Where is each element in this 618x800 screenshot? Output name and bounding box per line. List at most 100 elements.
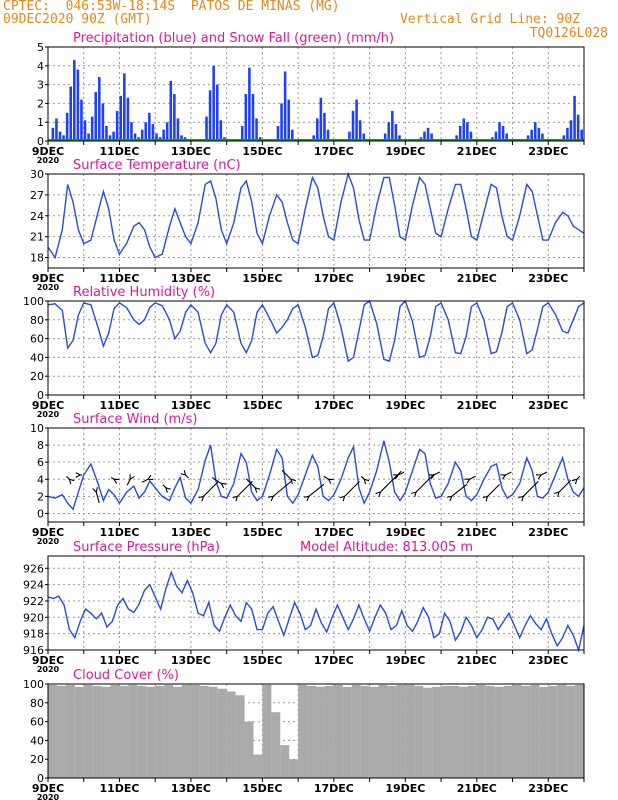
cloud-bar	[342, 686, 352, 778]
pressure-year-label: 2020	[37, 665, 60, 674]
precip-bar	[362, 133, 366, 141]
cloud-bar	[56, 685, 66, 778]
wind-arrow-shaft	[203, 480, 219, 497]
cloud-frame	[47, 683, 585, 779]
cloud-bar	[271, 712, 281, 778]
precip-year-label: 2020	[37, 156, 60, 165]
precip-bar	[112, 131, 115, 141]
pressure-ytick-label: 916	[23, 644, 44, 657]
wind-arrow-head	[254, 487, 261, 493]
wind-arrow	[360, 475, 370, 485]
cloud-bar	[128, 684, 138, 778]
wind-panel	[45, 427, 585, 526]
cloud-panel	[45, 683, 585, 782]
humidity-xtick-label: 15DEC	[242, 399, 282, 412]
precip-bar	[62, 135, 65, 141]
wind-arrow-shaft	[415, 473, 435, 493]
cloud-bar	[110, 684, 120, 778]
wind-arrow	[281, 469, 296, 485]
cloud-bar	[503, 685, 513, 778]
humidity-xtick-label: 9DEC	[32, 399, 64, 412]
cloud-bar	[494, 686, 504, 778]
wind-arrow-head	[536, 474, 543, 480]
wind-arrow	[92, 487, 100, 504]
wind-title: Surface Wind (m/s)	[73, 412, 197, 427]
temperature-series-line	[47, 171, 585, 260]
pressure-xtick-label: 13DEC	[171, 654, 211, 667]
cloud-bar	[182, 684, 191, 778]
precip-bar	[290, 129, 294, 141]
temperature-ytick-label: 18	[30, 252, 44, 265]
cloud-bar	[441, 685, 450, 778]
cloud-bar	[575, 684, 584, 778]
precip-bar	[151, 124, 155, 141]
precip-bar	[430, 133, 433, 141]
precip-bar	[455, 135, 458, 141]
precip-bar	[65, 112, 69, 141]
cloud-bar	[101, 686, 111, 778]
wind-xtick-label: 23DEC	[528, 526, 568, 539]
cloud-bar	[307, 685, 316, 778]
precip-bar	[83, 120, 87, 141]
precip-bar	[169, 80, 173, 141]
precip-bar	[494, 131, 498, 141]
cloud-bar	[289, 759, 299, 778]
cloud-bar	[83, 684, 93, 778]
cloud-bar	[360, 685, 370, 778]
temperature-xtick-label: 9DEC	[32, 272, 64, 285]
wind-arrow	[212, 477, 227, 489]
wind-xtick-label: 19DEC	[385, 526, 425, 539]
precip-bar	[383, 133, 387, 141]
precip-bar	[173, 94, 176, 141]
pressure-title: Surface Pressure (hPa)	[73, 540, 220, 555]
wind-arrow-head	[220, 482, 227, 489]
precip-bar	[123, 73, 126, 141]
cloud-ytick-label: 20	[30, 753, 44, 766]
precip-bar	[394, 124, 398, 141]
cloud-bar	[298, 684, 308, 778]
wind-arrow	[268, 480, 292, 502]
wind-arrow-head	[290, 478, 296, 485]
precip-bar	[80, 99, 83, 141]
wind-arrow	[323, 475, 334, 484]
precip-bar	[387, 122, 391, 141]
humidity-xtick-label: 21DEC	[457, 399, 497, 412]
precip-xtick-label: 15DEC	[242, 145, 282, 158]
cloud-bar	[450, 685, 459, 778]
precip-ytick-label: 1	[37, 116, 44, 129]
cloud-bar	[208, 686, 218, 778]
cloud-bar	[146, 686, 156, 778]
pressure-xtick-label: 17DEC	[314, 654, 354, 667]
wind-arrow-shaft	[451, 483, 468, 497]
precip-ytick-label: 3	[37, 79, 44, 92]
precip-bar	[130, 122, 133, 141]
precip-bar	[398, 135, 401, 141]
wind-ytick-label: 0	[37, 507, 44, 520]
wind-xtick-label: 11DEC	[99, 526, 139, 539]
precip-bar	[119, 95, 123, 141]
precip-bar	[144, 122, 148, 141]
temperature-xtick-label: 15DEC	[242, 272, 282, 285]
precip-panel	[45, 46, 585, 145]
cloud-bar	[190, 684, 200, 778]
precip-bar	[180, 135, 183, 141]
precip-bar	[316, 118, 319, 141]
precip-bar	[537, 127, 541, 141]
humidity-ytick-label: 20	[30, 370, 44, 383]
precip-bar	[90, 116, 94, 141]
humidity-year-label: 2020	[37, 410, 60, 419]
precip-title: Precipitation (blue) and Snow Fall (gree…	[73, 31, 394, 46]
cloud-xtick-label: 19DEC	[385, 782, 425, 795]
wind-arrow	[339, 480, 360, 502]
wind-arrow	[554, 479, 572, 498]
wind-arrow-head	[68, 478, 75, 485]
wind-arrow	[464, 475, 476, 484]
wind-arrow	[536, 471, 548, 480]
precip-bar	[348, 131, 351, 141]
precip-bar	[498, 122, 501, 141]
precip-ytick-label: 4	[37, 60, 44, 73]
wind-xtick-label: 9DEC	[32, 526, 64, 539]
wind-arrow	[411, 473, 435, 498]
wind-arrow-head	[198, 495, 205, 502]
precip-frame	[47, 46, 585, 142]
